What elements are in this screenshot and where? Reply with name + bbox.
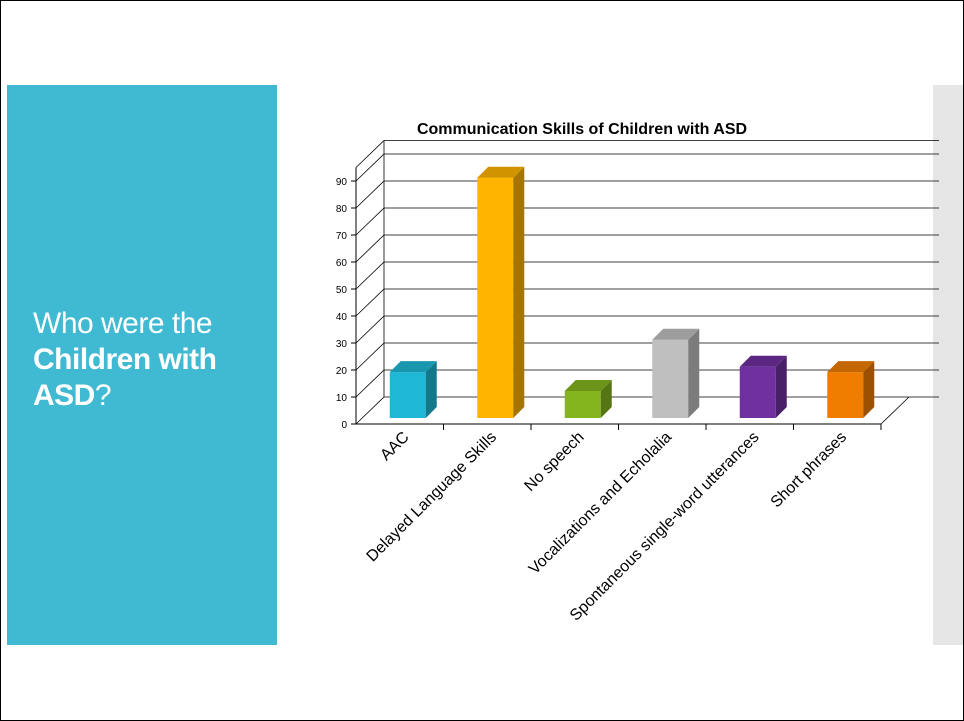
gridline-depth — [355, 288, 385, 317]
gridline-depth — [355, 180, 385, 209]
bar — [652, 339, 689, 418]
x-tick-label: AAC — [377, 429, 412, 464]
floor-right-edge — [880, 396, 910, 425]
bar-side — [775, 355, 787, 418]
y-tick-label: 50 — [336, 285, 348, 296]
chart-bars — [389, 166, 875, 418]
gridline-depth — [355, 369, 385, 398]
bar — [477, 177, 514, 418]
y-tick-label: 60 — [336, 258, 348, 269]
bar-top — [827, 361, 875, 373]
chart-axes — [351, 140, 910, 430]
bar-top — [739, 355, 787, 367]
gridline-depth — [355, 207, 385, 236]
x-tick-label: No speech — [521, 429, 587, 495]
bar — [389, 372, 426, 418]
bar — [827, 372, 864, 418]
y-tick-label: 0 — [341, 420, 347, 431]
x-tick-label: Short phrases — [768, 429, 850, 511]
title-end: ? — [94, 379, 112, 412]
x-tick-label: Spontaneous single-word utterances — [567, 429, 763, 625]
bar-top — [477, 166, 525, 178]
x-tick-label: Vocalizations and Echolalia — [526, 429, 675, 578]
bar-side — [513, 166, 525, 418]
y-tick-label: 20 — [336, 366, 348, 377]
gridline-depth — [355, 315, 385, 344]
bar — [739, 366, 776, 418]
bar-top — [652, 328, 700, 340]
y-tick-label: 30 — [336, 339, 348, 350]
bar-side — [688, 328, 700, 418]
gridline-depth — [355, 234, 385, 263]
chart-title: Communication Skills of Children with AS… — [417, 121, 747, 138]
bar — [564, 391, 601, 418]
gridline-depth — [355, 396, 385, 425]
bar-side — [863, 361, 875, 418]
title-bold: Children with ASD — [33, 343, 217, 412]
y-tick-label: 10 — [336, 393, 348, 404]
y-tick-label: 80 — [336, 204, 348, 215]
gridline-depth — [355, 261, 385, 290]
bar-top — [389, 361, 437, 373]
y-tick-label: 70 — [336, 231, 348, 242]
y-tick-label: 90 — [336, 177, 348, 188]
title-line1: Who were the — [33, 307, 213, 340]
y-tick-label: 40 — [336, 312, 348, 323]
title-panel — [7, 85, 277, 645]
gridline-depth — [355, 153, 385, 182]
bar-top — [564, 380, 612, 391]
gridline-depth-top — [355, 140, 385, 168]
bar-side — [600, 380, 612, 418]
gridline-depth — [355, 342, 385, 371]
bar-side — [425, 361, 437, 418]
slide-title: Who were the Children with ASD? — [33, 306, 273, 414]
right-side-strip — [933, 85, 963, 645]
